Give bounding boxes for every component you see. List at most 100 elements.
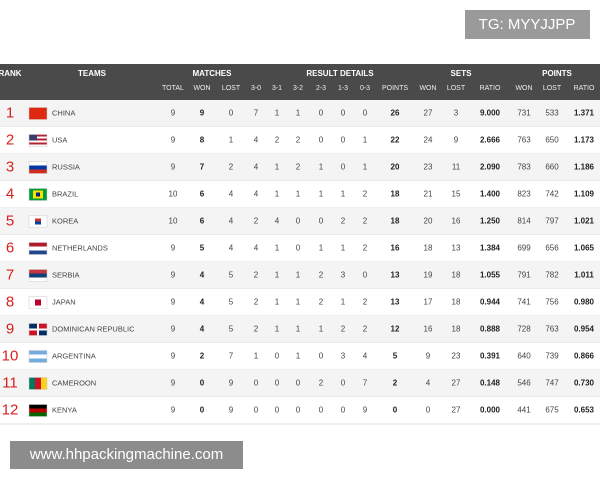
flag-border: [28, 350, 48, 363]
cell: 5: [229, 298, 234, 307]
cell: 1: [319, 190, 324, 199]
cell: 814: [517, 217, 531, 226]
flag: [29, 354, 47, 359]
row-bg: [0, 208, 600, 235]
cell: 0: [393, 406, 398, 415]
team-name: SERBIA: [52, 270, 80, 279]
cell: 2: [254, 298, 259, 307]
flag-border: [28, 215, 48, 228]
sub-header: LOST: [543, 85, 562, 92]
flag-border: [28, 161, 48, 174]
cell: 791: [517, 271, 531, 280]
cell: 18: [391, 217, 400, 226]
cell: 12: [391, 325, 400, 334]
cell: 0: [319, 217, 324, 226]
watermark: TG: MYYJJPP: [479, 16, 576, 33]
cell: 5: [229, 271, 234, 280]
sub-header: 1-3: [338, 85, 348, 92]
cell: 0.888: [480, 325, 501, 334]
flag: [29, 161, 47, 166]
cell: 20: [424, 217, 433, 226]
cell: 763: [545, 325, 559, 334]
cell: 1.371: [574, 109, 595, 118]
row-bg: [0, 235, 600, 262]
cell: 0: [341, 109, 346, 118]
flag: [35, 299, 41, 306]
cell: 4: [200, 298, 205, 307]
cell: 9: [171, 352, 176, 361]
cell: 5: [229, 325, 234, 334]
cell: 2: [254, 325, 259, 334]
cell: 797: [545, 217, 559, 226]
cell: 4: [229, 190, 234, 199]
cell: 699: [517, 244, 531, 253]
cell: 1.400: [480, 190, 501, 199]
cell: 2: [341, 217, 346, 226]
cell: 1: [341, 190, 346, 199]
cell: 4: [200, 325, 205, 334]
cell: 9: [171, 271, 176, 280]
cell: 763: [517, 136, 531, 145]
cell: 0: [341, 406, 346, 415]
flag: [29, 350, 47, 355]
cell: 9: [171, 163, 176, 172]
cell: 2: [319, 271, 324, 280]
flag: [35, 377, 41, 390]
row-bg: [0, 262, 600, 289]
cell: 10: [169, 217, 178, 226]
cell: 0.730: [574, 379, 595, 388]
cell: 0: [363, 271, 368, 280]
cell: 0: [296, 217, 301, 226]
cell: 4: [254, 136, 259, 145]
cell: 1: [319, 244, 324, 253]
cell: 9: [200, 109, 205, 118]
flag: [41, 377, 47, 390]
cell: 17: [424, 298, 433, 307]
cell: 0: [319, 136, 324, 145]
cell: 4: [229, 217, 234, 226]
rank: 5: [6, 212, 14, 229]
sub-header: 3-2: [293, 85, 303, 92]
flag: [29, 250, 47, 255]
cell: 20: [391, 163, 400, 172]
rank: 4: [6, 185, 14, 202]
cell: 13: [391, 271, 400, 280]
cell: 1.055: [480, 271, 501, 280]
flag-border: [28, 296, 48, 309]
cell: 0: [254, 406, 259, 415]
group-header: MATCHES: [193, 69, 233, 78]
watermark: www.hhpackingmachine.com: [10, 441, 243, 469]
cell: 9: [171, 406, 176, 415]
cell: 0.000: [480, 406, 501, 415]
cell: 2.666: [480, 136, 501, 145]
cell: 9: [229, 406, 234, 415]
sub-header: 0-3: [360, 85, 370, 92]
cell: 0: [341, 136, 346, 145]
group-header: SETS: [451, 69, 473, 78]
cell: 4: [254, 244, 259, 253]
sub-header: 3-0: [251, 85, 261, 92]
cell: 1: [275, 163, 280, 172]
flag: [29, 144, 47, 147]
rank: 8: [6, 293, 14, 310]
cell: 1: [254, 352, 259, 361]
flag: [29, 404, 47, 409]
cell: 16: [424, 325, 433, 334]
flag-border: [28, 404, 48, 417]
cell: 0.653: [574, 406, 595, 415]
cell: 2: [363, 190, 368, 199]
flag-border: [28, 242, 48, 255]
cell: 675: [545, 406, 559, 415]
sub-header: 3-1: [272, 85, 282, 92]
sub-header: RATIO: [574, 85, 595, 92]
cell: 1.384: [480, 244, 501, 253]
cell: 4: [200, 271, 205, 280]
flag: [35, 218, 41, 222]
cell: 0: [229, 109, 234, 118]
cell: 1.011: [574, 271, 594, 280]
cell: 13: [391, 298, 400, 307]
cell: 19: [424, 271, 433, 280]
team-name: CAMEROON: [52, 378, 96, 387]
cell: 0: [296, 379, 301, 388]
